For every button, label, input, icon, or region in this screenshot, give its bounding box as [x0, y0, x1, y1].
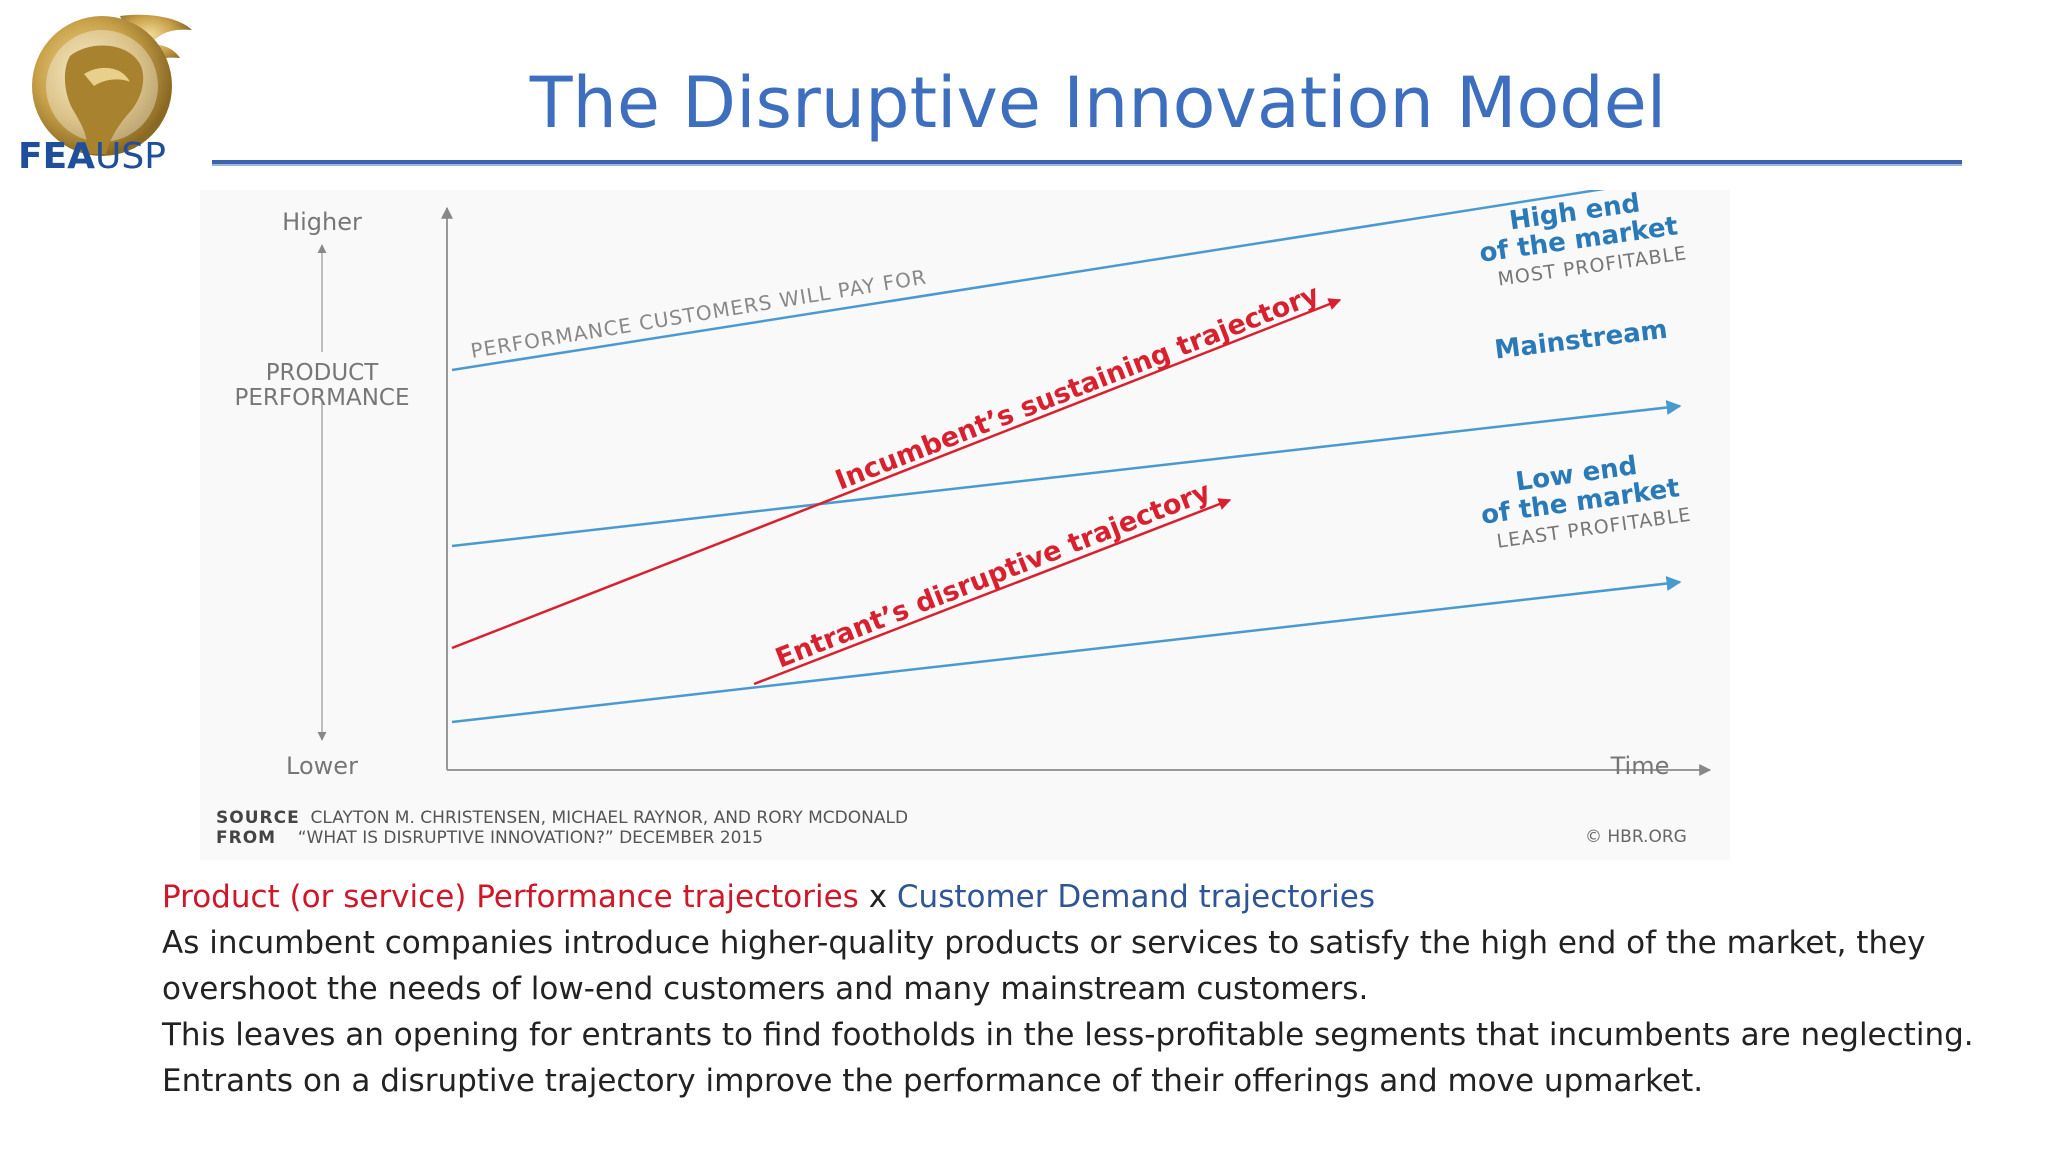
caption-line-1: As incumbent companies introduce higher-… — [162, 925, 1926, 1007]
entrant-trajectory-label: Entrant’s disruptive trajectory — [771, 476, 1215, 674]
entrant-trajectory-line — [753, 498, 1232, 686]
customer-demand-label: PERFORMANCE CUSTOMERS WILL PAY FOR — [469, 265, 928, 363]
y-axis-label-line1: PRODUCT — [266, 360, 380, 386]
caption-heading: Product (or service) Performance traject… — [162, 874, 2022, 920]
x-axis-label: Time — [1610, 752, 1670, 780]
incumbent-trajectory-line — [451, 298, 1342, 650]
y-axis-higher: Higher — [282, 208, 362, 236]
source-key: SOURCE — [216, 808, 300, 828]
mainstream-demand-line — [451, 400, 1682, 548]
low-end-demand-line — [451, 576, 1682, 724]
y-axis-lower: Lower — [286, 752, 358, 780]
slide-caption: Product (or service) Performance traject… — [162, 874, 2022, 1104]
caption-red-phrase: Product (or service) Performance traject… — [162, 879, 859, 915]
caption-blue-phrase: Customer Demand trajectories — [896, 879, 1375, 915]
high-end-demand-line — [451, 190, 1606, 372]
mainstream-label: Mainstream — [1493, 315, 1669, 366]
figure-source: SOURCE CLAYTON M. CHRISTENSEN, MICHAEL R… — [216, 808, 908, 848]
slide-title: The Disruptive Innovation Model — [529, 62, 1667, 144]
figure-credit: © HBR.ORG — [1585, 827, 1687, 847]
caption-x: x — [858, 879, 897, 915]
title-divider — [212, 160, 1962, 166]
disruptive-innovation-figure: Higher Lower PRODUCT PERFORMANCE Time PE… — [200, 190, 1730, 860]
source-value: CLAYTON M. CHRISTENSEN, MICHAEL RAYNOR, … — [310, 808, 909, 828]
logo-wordmark: FEAUSP — [18, 136, 166, 177]
feausp-logo — [32, 14, 192, 156]
from-key: FROM — [216, 828, 277, 848]
caption-line-2: This leaves an opening for entrants to f… — [162, 1017, 1974, 1053]
y-axis-label-line2: PERFORMANCE — [234, 385, 409, 411]
incumbent-trajectory-label: Incumbent’s sustaining trajectory — [831, 279, 1324, 497]
diagram-canvas: Higher Lower PRODUCT PERFORMANCE Time PE… — [234, 190, 1712, 780]
from-value: “WHAT IS DISRUPTIVE INNOVATION?” DECEMBE… — [297, 828, 764, 848]
caption-line-3: Entrants on a disruptive trajectory impr… — [162, 1063, 1704, 1099]
